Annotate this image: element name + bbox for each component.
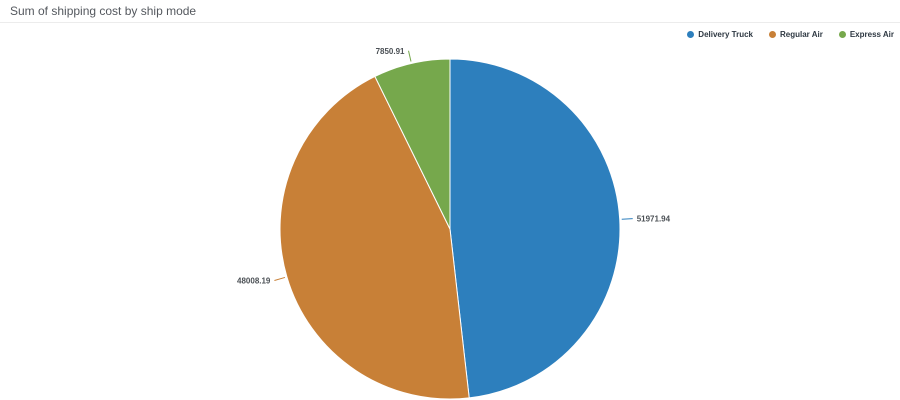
label-leader-line-regular-air <box>274 276 286 281</box>
slice-value-label-regular-air: 48008.19 <box>237 277 271 286</box>
legend-item-express-air[interactable]: Express Air <box>838 30 894 39</box>
slice-value-label-delivery-truck: 51971.94 <box>637 215 671 224</box>
label-leader-line-express-air <box>408 50 412 62</box>
pie-slice-regular-air[interactable] <box>279 75 470 400</box>
pie-slice-delivery-truck[interactable] <box>449 58 621 399</box>
legend-swatch-icon <box>687 31 695 38</box>
legend-swatch-icon <box>769 31 776 38</box>
legend-item-label: Regular Air <box>780 30 823 39</box>
chart-header: Sum of shipping cost by ship mode <box>0 0 900 23</box>
legend-item-regular-air[interactable]: Regular Air <box>769 30 823 39</box>
legend-item-label: Delivery Truck <box>698 30 753 39</box>
label-leader-line-delivery-truck <box>621 218 633 220</box>
slice-value-label-express-air: 7850.91 <box>376 47 405 56</box>
legend-item-label: Express Air <box>849 30 894 39</box>
pie-slice-express-air[interactable] <box>374 58 451 230</box>
chart-title: Sum of shipping cost by ship mode <box>10 4 197 18</box>
legend-item-delivery-truck[interactable]: Delivery Truck <box>687 30 753 39</box>
legend-swatch-icon <box>838 31 846 38</box>
legend: Delivery Truck Regular Air Express Air <box>687 30 894 39</box>
